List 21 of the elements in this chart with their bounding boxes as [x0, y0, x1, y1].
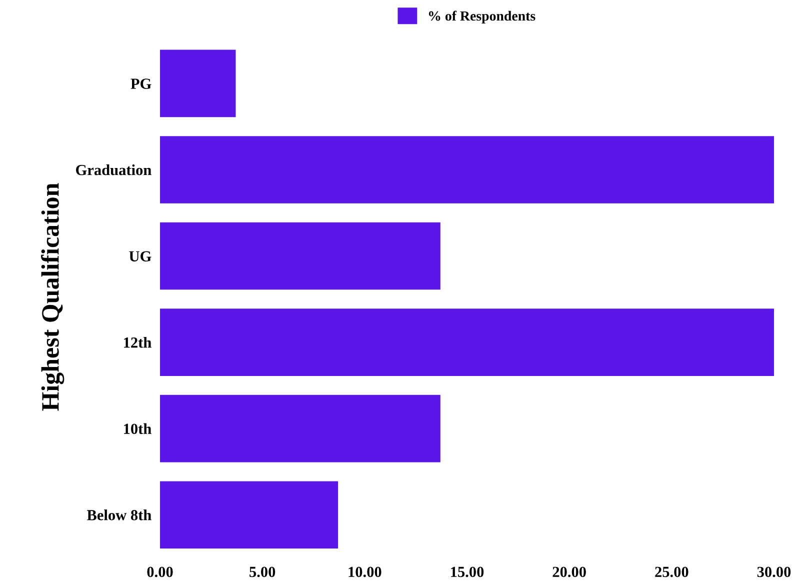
y-tick-label: PG — [130, 78, 152, 89]
x-tick-label: 25.00 — [655, 566, 688, 578]
bar — [160, 50, 236, 118]
bar — [160, 136, 774, 204]
bar — [160, 222, 440, 290]
x-tick-label: 15.00 — [451, 566, 484, 578]
y-tick-label: 10th — [124, 423, 152, 434]
y-tick-label: UG — [129, 251, 152, 262]
y-tick-label: 12th — [124, 336, 152, 348]
bar — [160, 481, 338, 549]
y-axis-title: Highest Qualification — [41, 183, 64, 411]
x-tick-label: 20.00 — [552, 566, 586, 578]
legend-label: % of Respondents — [428, 10, 536, 24]
bar — [160, 394, 440, 462]
x-tick-label: 5.00 — [250, 566, 276, 578]
y-tick-label: Below 8th — [86, 510, 152, 520]
x-tick-label: 10.00 — [348, 566, 382, 578]
x-tick-label: 30.00 — [757, 566, 791, 578]
y-tick-label: Graduation — [76, 164, 152, 176]
x-tick-label: 0.00 — [147, 566, 173, 578]
bar — [160, 308, 774, 376]
